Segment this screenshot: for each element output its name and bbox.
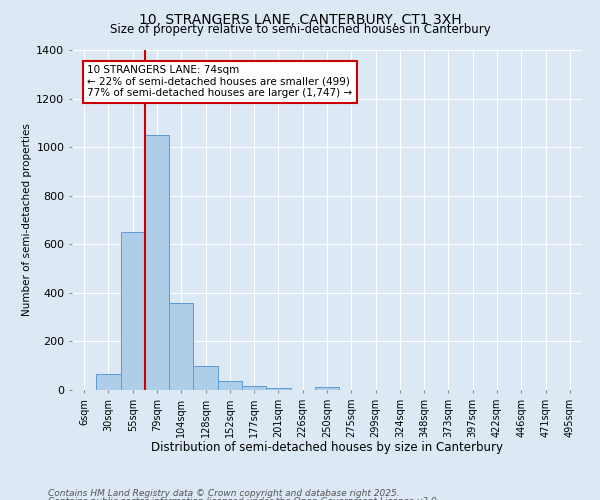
Text: 10, STRANGERS LANE, CANTERBURY, CT1 3XH: 10, STRANGERS LANE, CANTERBURY, CT1 3XH	[139, 12, 461, 26]
Bar	[96, 374, 121, 390]
Bar	[242, 386, 266, 390]
Y-axis label: Number of semi-detached properties: Number of semi-detached properties	[22, 124, 32, 316]
X-axis label: Distribution of semi-detached houses by size in Canterbury: Distribution of semi-detached houses by …	[151, 442, 503, 454]
Bar	[121, 232, 145, 390]
Text: Contains HM Land Registry data © Crown copyright and database right 2025.: Contains HM Land Registry data © Crown c…	[48, 488, 400, 498]
Bar	[218, 381, 242, 390]
Bar	[145, 135, 169, 390]
Bar	[266, 388, 290, 390]
Text: Contains public sector information licensed under the Open Government Licence v3: Contains public sector information licen…	[48, 498, 439, 500]
Text: 10 STRANGERS LANE: 74sqm
← 22% of semi-detached houses are smaller (499)
77% of : 10 STRANGERS LANE: 74sqm ← 22% of semi-d…	[88, 66, 352, 98]
Text: Size of property relative to semi-detached houses in Canterbury: Size of property relative to semi-detach…	[110, 22, 490, 36]
Bar	[315, 387, 339, 390]
Bar	[193, 366, 218, 390]
Bar	[169, 302, 193, 390]
